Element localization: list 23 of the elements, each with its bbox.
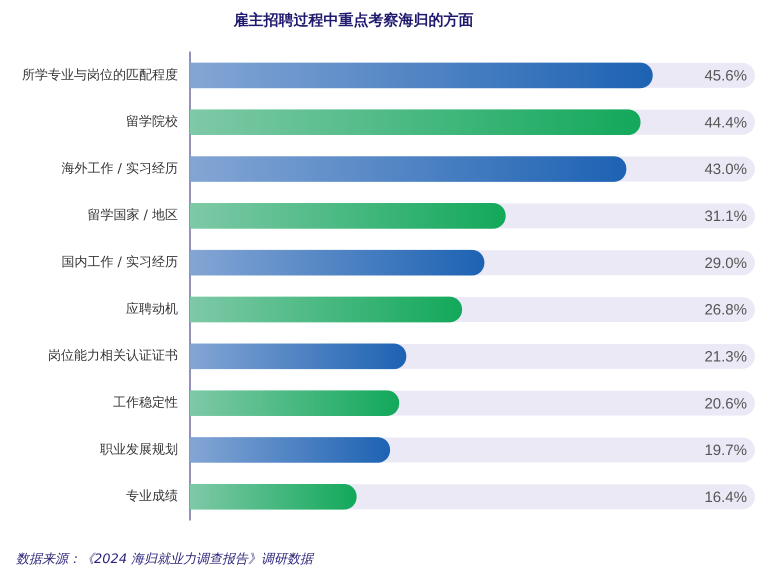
data-label: 43.0% [704, 161, 747, 178]
source-note: 数据来源：《2024 海归就业力调查报告》调研数据 [16, 551, 314, 568]
data-label: 20.6% [704, 395, 747, 412]
data-label: 16.4% [704, 488, 747, 506]
data-label: 44.4% [704, 114, 747, 132]
bar [190, 484, 357, 510]
data-label: 19.7% [704, 442, 747, 460]
y-tick-label: 岗位能力相关认证证书 [48, 348, 178, 364]
y-tick-label: 留学院校 [126, 114, 178, 130]
y-tick-label: 留学国家 / 地区 [87, 207, 178, 224]
data-label: 21.3% [704, 348, 747, 366]
data-label: 45.6% [704, 68, 747, 85]
y-tick-label: 应聘动机 [126, 300, 178, 317]
y-tick-label: 职业发展规划 [100, 442, 178, 458]
y-tick-label: 海外工作 / 实习经历 [61, 161, 178, 176]
data-label: 31.1% [704, 208, 747, 226]
y-tick-label: 国内工作 / 实习经历 [61, 255, 178, 270]
chart-title: 雇主招聘过程中重点考察海归的方面 [232, 10, 474, 29]
y-tick-label: 专业成绩 [126, 489, 178, 504]
data-label: 26.8% [704, 302, 747, 319]
y-tick-label: 所学专业与岗位的匹配程度 [22, 66, 178, 83]
y-tick-label: 工作稳定性 [113, 396, 178, 411]
data-label: 29.0% [704, 254, 747, 272]
